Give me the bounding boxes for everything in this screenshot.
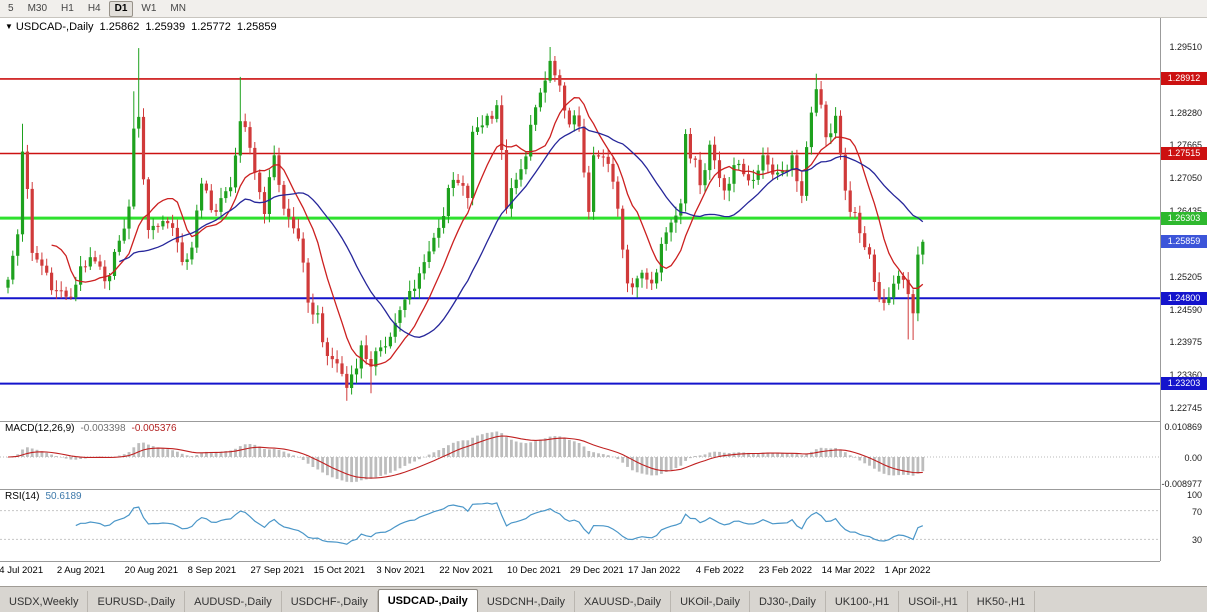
timeframe-button-w1[interactable]: W1 [141, 2, 157, 14]
pane-separator-macd[interactable] [0, 421, 1160, 422]
rsi-tick-label: 100 [1186, 490, 1202, 500]
ohlc-close: 1.25859 [236, 21, 277, 33]
macd-value: -0.003398 [80, 423, 126, 434]
date-tick-label: 10 Dec 2021 [507, 565, 561, 576]
macd-tick-label: 0.00 [1184, 453, 1202, 463]
macd-tick-label: -0.008977 [1161, 478, 1202, 489]
price-level-badge-1.25859[interactable]: 1.25859 [1161, 235, 1207, 249]
chart-tab-hk50[interactable]: HK50-,H1 [968, 591, 1036, 612]
price-level-badge-1.24800[interactable]: 1.24800 [1161, 291, 1207, 305]
chart-title: ▼ USDCAD-,Daily 1.25862 1.25939 1.25772 1.258… [5, 21, 277, 33]
date-tick-label: 29 Dec 2021 [569, 565, 624, 576]
rsi-header: RSI(14) 50.6189 [5, 491, 82, 502]
rsi-tick-label: 70 [1191, 506, 1202, 517]
chart-tab-usdcnh[interactable]: USDCNH-,Daily [478, 591, 576, 612]
macd-pane[interactable] [0, 421, 1160, 489]
date-tick-label: 17 Jan 2022 [628, 565, 681, 576]
date-tick-label: 1 Apr 2022 [884, 565, 931, 576]
chart-tab-xauusd[interactable]: XAUUSD-,Daily [575, 591, 672, 612]
chart-tab-eurusd[interactable]: EURUSD-,Daily [88, 591, 186, 612]
chart-tab-dj30[interactable]: DJ30-,Daily [750, 591, 826, 612]
chart-tab-usdcad[interactable]: USDCAD-,Daily [377, 589, 478, 612]
date-tick-label: 2 Aug 2021 [56, 565, 105, 576]
date-tick-label: 14 Jul 2021 [0, 565, 44, 576]
chart-tab-usdchf[interactable]: USDCHF-,Daily [282, 591, 378, 612]
price-tick-label: 1.25205 [1169, 271, 1202, 282]
price-tick-label: 1.26435 [1169, 206, 1202, 216]
macd-signal-line [7, 435, 923, 479]
bottom-tabbar: USDX,Weekly EURUSD-,Daily AUDUSD-,Daily USD… [0, 586, 1207, 612]
timeframe-button-mn[interactable]: MN [170, 2, 186, 14]
date-tick-label: 22 Nov 2021 [439, 565, 494, 576]
rsi-value: 50.6189 [45, 491, 82, 502]
symbol-dropdown-icon[interactable]: ▼ [5, 22, 13, 31]
price-tick-label: 1.27050 [1169, 173, 1202, 184]
chart-tab-audusd[interactable]: AUDUSD-,Daily [185, 591, 282, 612]
date-tick-label: 23 Feb 2022 [758, 565, 813, 576]
date-tick-label: 3 Nov 2021 [376, 565, 425, 576]
ohlc-high: 1.25939 [145, 21, 186, 33]
date-tick-label: 27 Sep 2021 [250, 565, 305, 576]
timeframe-button-5[interactable]: 5 [8, 2, 14, 14]
price-level-badge-1.28912[interactable]: 1.28912 [1161, 72, 1207, 86]
date-tick-label: 4 Feb 2022 [695, 565, 744, 576]
price-level-badge-1.27515[interactable]: 1.27515 [1161, 146, 1207, 160]
chart-region[interactable]: ▼ USDCAD-,Daily 1.25862 1.25939 1.25772 1.258… [0, 18, 1207, 586]
date-tick-label: 15 Oct 2021 [313, 565, 366, 576]
chart-tab-usoil[interactable]: USOil-,H1 [899, 591, 968, 612]
price-tick-label: 1.28280 [1169, 107, 1202, 118]
date-tick-label: 20 Aug 2021 [124, 565, 179, 576]
price-tick-label: 1.22745 [1169, 403, 1202, 413]
price-axis-separator [1160, 18, 1161, 561]
ohlc-open: 1.25862 [99, 21, 140, 33]
price-tick-label: 1.23975 [1169, 337, 1202, 348]
macd-tick-label: 0.010869 [1164, 422, 1202, 432]
date-tick-label: 8 Sep 2021 [187, 565, 237, 576]
price-tick-label: 1.27665 [1169, 140, 1202, 151]
price-tick-label: 1.24590 [1169, 304, 1202, 315]
time-axis-separator [0, 561, 1160, 562]
chart-tab-usdx[interactable]: USDX,Weekly [0, 591, 89, 612]
pane-separator-rsi[interactable] [0, 489, 1160, 490]
price-chart-pane[interactable] [0, 18, 1160, 421]
price-tick-label: 1.29510 [1169, 42, 1202, 52]
price-level-badge-1.26303[interactable]: 1.26303 [1161, 211, 1207, 225]
ma-fast-line [51, 97, 924, 367]
timeframe-button-h1[interactable]: H1 [61, 2, 74, 14]
rsi-label: RSI(14) [5, 491, 40, 502]
price-level-badge-1.23203[interactable]: 1.23203 [1161, 377, 1207, 391]
candlesticks [6, 47, 925, 401]
macd-signal-value: -0.005376 [131, 423, 177, 434]
rsi-tick-label: 30 [1191, 535, 1202, 546]
timeframe-button-d1[interactable]: D1 [108, 0, 134, 17]
date-tick-label: 14 Mar 2022 [821, 565, 875, 576]
timeframe-button-m30[interactable]: M30 [27, 2, 48, 14]
chart-tab-ukoil[interactable]: UKOil-,Daily [671, 591, 750, 612]
macd-label: MACD(12,26,9) [5, 423, 75, 434]
timeframe-toolbar: 5 M30 H1 H4 D1 W1 MN [0, 0, 1207, 18]
timeframe-button-h4[interactable]: H4 [87, 2, 101, 14]
ma-slow-line [119, 126, 924, 338]
rsi-pane[interactable] [0, 489, 1160, 561]
chart-symbol-label: USDCAD-,Daily [15, 21, 94, 33]
macd-header: MACD(12,26,9) -0.003398 -0.005376 [5, 423, 177, 434]
price-tick-label: 1.23360 [1169, 370, 1202, 381]
ohlc-low: 1.25772 [191, 21, 231, 33]
rsi-line [75, 502, 924, 545]
chart-tab-uk100[interactable]: UK100-,H1 [826, 591, 900, 612]
